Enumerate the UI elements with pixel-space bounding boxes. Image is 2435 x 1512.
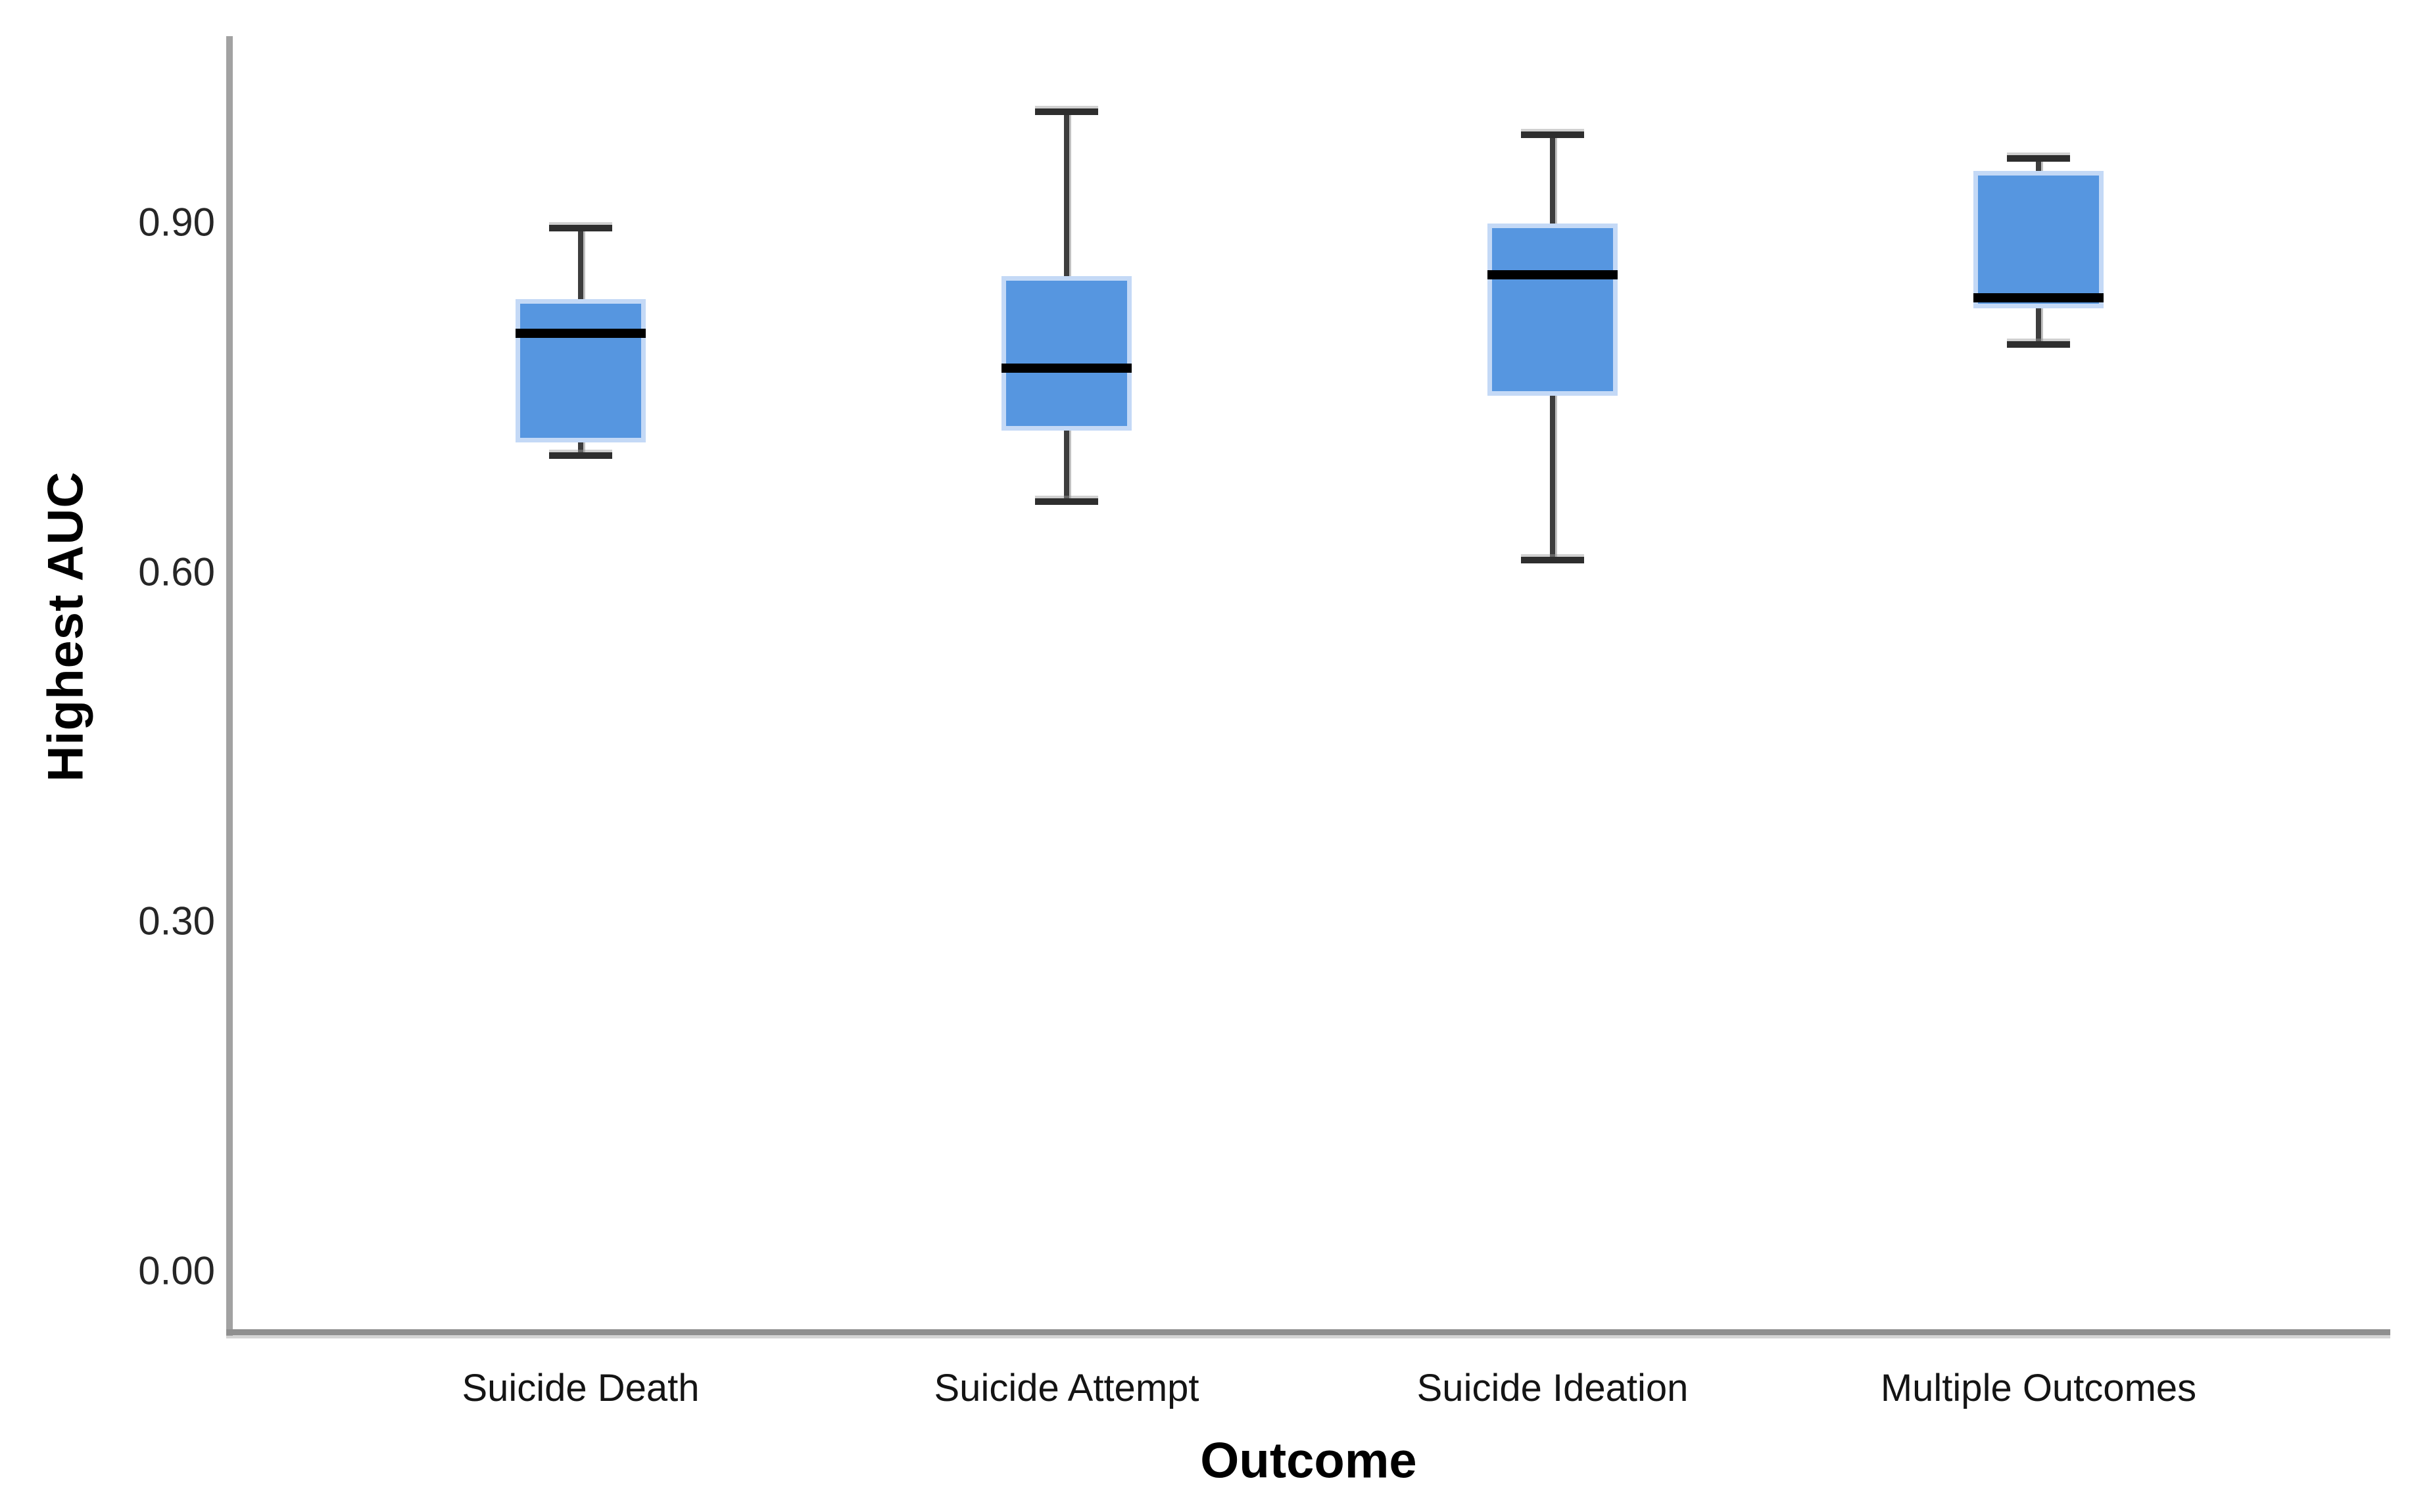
- whisker-top-cap: [2007, 154, 2070, 162]
- median-line: [1973, 293, 2104, 303]
- whisker-bottom-cap: [1035, 498, 1098, 506]
- x-axis-line: [226, 1329, 2390, 1335]
- y-tick-label: 0.00: [138, 1248, 215, 1293]
- whisker-top-cap: [1035, 108, 1098, 115]
- x-category-label: Suicide Death: [462, 1367, 700, 1409]
- x-category-label: Suicide Attempt: [934, 1367, 1199, 1409]
- whisker-bottom-stem: [578, 438, 583, 456]
- x-category-label: Suicide Ideation: [1416, 1367, 1689, 1409]
- whisker-top-stem: [1550, 135, 1555, 229]
- y-tick-label: 0.90: [138, 200, 215, 245]
- whisker-bottom-cap: [2007, 341, 2070, 348]
- whisker-bottom-stem: [1550, 391, 1555, 561]
- iqr-box: [1487, 224, 1618, 396]
- y-axis-line: [226, 36, 233, 1336]
- whisker-bottom-stem: [2036, 304, 2041, 345]
- y-tick-label: 0.60: [138, 550, 215, 594]
- y-tick-label: 0.30: [138, 899, 215, 943]
- median-line: [1487, 270, 1618, 279]
- y-axis-title: Highest AUC: [37, 471, 94, 782]
- whisker-bottom-cap: [1521, 557, 1584, 564]
- x-axis-title: Outcome: [1200, 1432, 1417, 1489]
- iqr-box: [1973, 171, 2104, 309]
- whisker-bottom-cap: [549, 452, 612, 459]
- x-category-label: Multiple Outcomes: [1880, 1367, 2197, 1409]
- iqr-box: [1001, 275, 1132, 431]
- whisker-top-cap: [1521, 131, 1584, 139]
- whisker-top-cap: [549, 225, 612, 232]
- iqr-box: [516, 299, 646, 442]
- median-line: [1001, 363, 1132, 373]
- median-line: [516, 328, 646, 338]
- whisker-bottom-stem: [1064, 426, 1069, 502]
- whisker-top-stem: [1064, 111, 1069, 281]
- whisker-top-stem: [578, 228, 583, 304]
- whisker-top-stem: [2036, 158, 2041, 176]
